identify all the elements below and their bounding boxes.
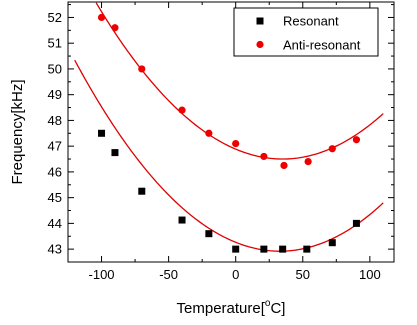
data-point-anti-resonant — [232, 139, 240, 148]
x-tick-label: -50 — [159, 267, 178, 282]
data-point-resonant — [279, 245, 287, 253]
data-point-anti-resonant — [178, 106, 186, 114]
tick-labels: -100 -50 0 50 100 43 44 45 46 47 48 49 50 51 52 — [48, 10, 381, 282]
data-point-anti-resonant — [260, 152, 268, 161]
data-point-resonant — [178, 216, 186, 224]
data-point-anti-resonant — [304, 158, 312, 166]
data-point-anti-resonant — [280, 161, 288, 170]
fit-curve-anti-resonant — [95, 2, 384, 160]
data-point-resonant — [260, 245, 268, 253]
data-point-anti-resonant — [138, 65, 146, 73]
fit-curve-resonant — [74, 59, 384, 252]
data-point-resonant — [328, 239, 336, 247]
fit-curves — [74, 2, 384, 252]
data-point-resonant — [205, 230, 213, 238]
data-point-anti-resonant — [205, 129, 213, 137]
y-tick-label: 50 — [48, 61, 62, 76]
data-point-resonant — [111, 149, 119, 157]
data-point-resonant — [303, 245, 311, 253]
x-axis-label: Temperature[oC] — [177, 298, 286, 317]
x-tick-label: -100 — [89, 267, 115, 282]
y-tick-label: 51 — [48, 36, 62, 51]
data-point-resonant — [138, 187, 146, 195]
y-tick-label: 43 — [48, 242, 62, 257]
y-tick-label: 45 — [48, 190, 62, 205]
y-axis-label: Frequency[kHz] — [9, 79, 26, 184]
legend-label-anti-resonant: Anti-resonant — [283, 38, 361, 53]
data-point-anti-resonant — [352, 136, 361, 144]
data-point-anti-resonant — [97, 13, 106, 22]
x-axis-label-degree: o — [265, 298, 271, 309]
y-tick-label: 48 — [48, 113, 62, 128]
x-axis-label-main: Temperature[ — [177, 300, 266, 317]
legend-marker-anti-resonant — [256, 40, 264, 49]
data-point-resonant — [98, 129, 106, 137]
y-tick-label: 47 — [48, 139, 62, 154]
legend-label-resonant: Resonant — [283, 14, 339, 29]
plot-frame — [67, 1, 395, 263]
data-point-anti-resonant — [111, 24, 119, 32]
y-tick-label: 44 — [48, 216, 62, 231]
legend-box — [233, 7, 379, 57]
legend-marker-resonant — [256, 17, 264, 25]
data-point-resonant — [232, 245, 240, 253]
x-tick-label: 0 — [232, 267, 239, 282]
x-axis-label-unit: C] — [270, 300, 285, 317]
x-tick-label: 50 — [296, 267, 310, 282]
data-markers — [97, 13, 361, 253]
y-tick-label: 52 — [48, 10, 62, 25]
x-tick-label: 100 — [359, 267, 381, 282]
axis-ticks — [68, 2, 394, 263]
data-point-anti-resonant — [328, 145, 336, 153]
legend: Resonant Anti-resonant — [233, 7, 379, 57]
y-tick-label: 46 — [48, 164, 62, 179]
y-tick-label: 49 — [48, 87, 62, 102]
data-point-resonant — [352, 219, 360, 227]
